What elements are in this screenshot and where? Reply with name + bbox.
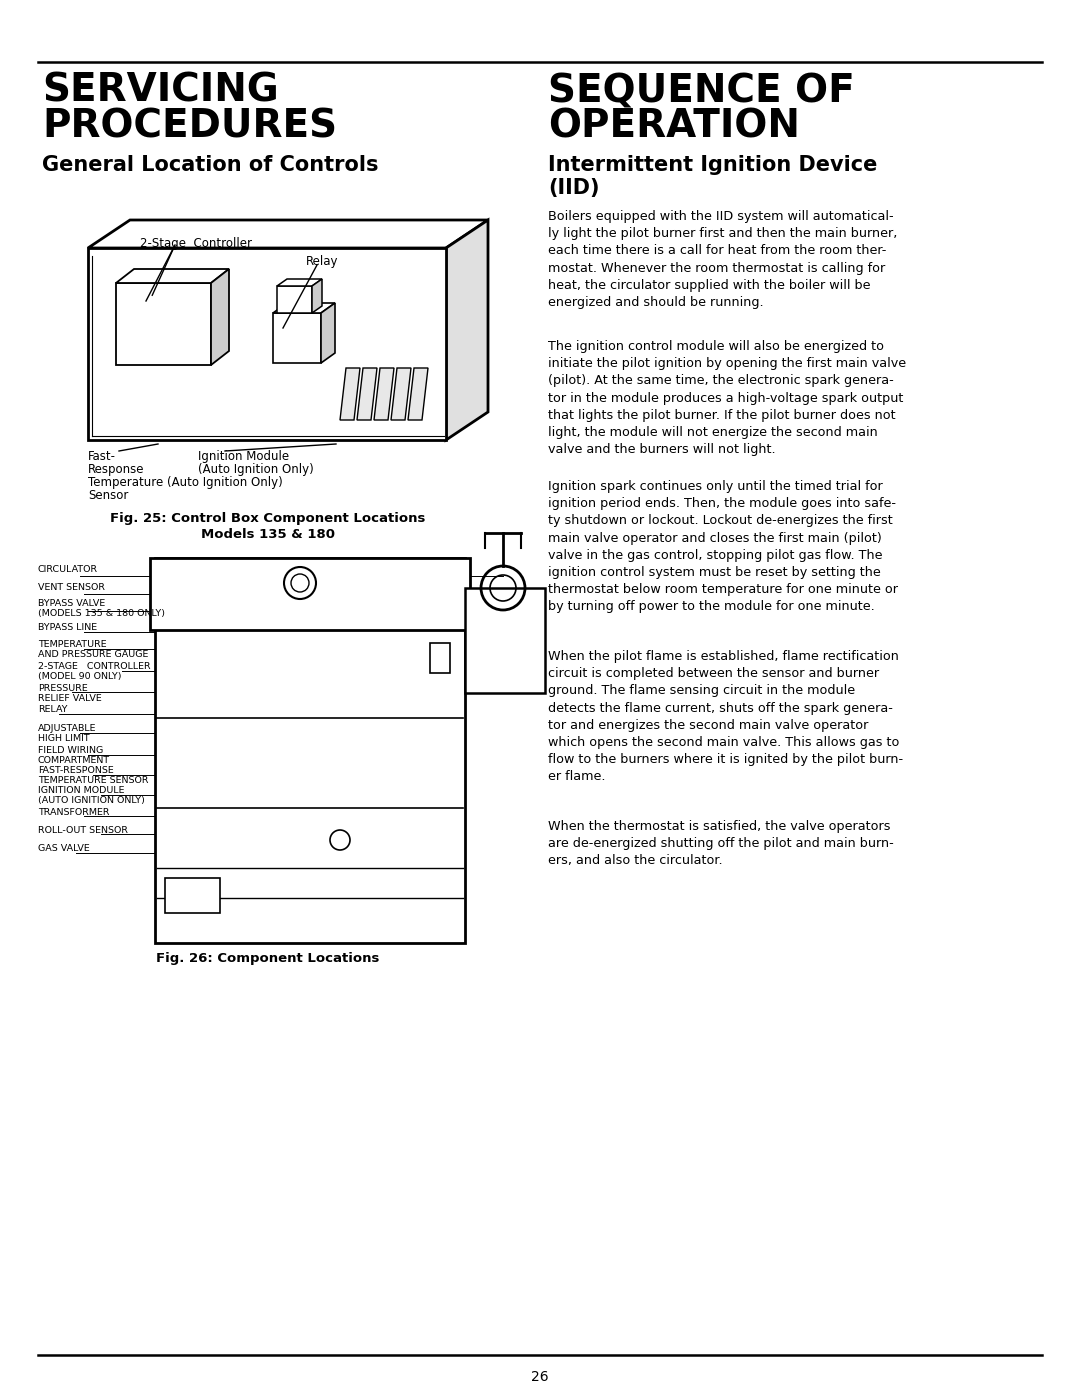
Polygon shape <box>312 279 322 313</box>
Polygon shape <box>276 279 322 286</box>
Text: (Auto Ignition Only): (Auto Ignition Only) <box>198 462 314 476</box>
Text: HIGH LIMIT: HIGH LIMIT <box>38 733 90 743</box>
Text: Relay: Relay <box>306 256 338 268</box>
Text: Ignition spark continues only until the timed trial for
ignition period ends. Th: Ignition spark continues only until the … <box>548 481 897 613</box>
Text: Fig. 26: Component Locations: Fig. 26: Component Locations <box>157 951 380 965</box>
Text: AND PRESSURE GAUGE: AND PRESSURE GAUGE <box>38 650 148 659</box>
Polygon shape <box>321 303 335 363</box>
Text: PRESSURE: PRESSURE <box>38 685 87 693</box>
Text: Ignition Module: Ignition Module <box>198 450 289 462</box>
Text: (MODELS 135 & 180 ONLY): (MODELS 135 & 180 ONLY) <box>38 609 165 617</box>
Bar <box>150 557 470 630</box>
Text: RELIEF VALVE: RELIEF VALVE <box>38 694 102 703</box>
Bar <box>465 588 545 693</box>
Polygon shape <box>273 303 335 313</box>
Text: PROCEDURES: PROCEDURES <box>42 108 337 147</box>
Bar <box>165 877 220 914</box>
Text: (IID): (IID) <box>548 177 599 198</box>
Text: (AUTO IGNITION ONLY): (AUTO IGNITION ONLY) <box>38 796 145 805</box>
Text: 2-STAGE   CONTROLLER: 2-STAGE CONTROLLER <box>38 662 150 671</box>
Bar <box>273 313 321 363</box>
Text: FAST-RESPONSE: FAST-RESPONSE <box>38 766 113 775</box>
Text: The ignition control module will also be energized to
initiate the pilot ignitio: The ignition control module will also be… <box>548 339 906 457</box>
Text: General Location of Controls: General Location of Controls <box>42 155 378 175</box>
Bar <box>276 286 312 313</box>
Text: Temperature (Auto Ignition Only): Temperature (Auto Ignition Only) <box>87 476 283 489</box>
Text: Fast-: Fast- <box>87 450 116 462</box>
Polygon shape <box>87 219 488 249</box>
Polygon shape <box>446 219 488 440</box>
Text: When the thermostat is satisfied, the valve operators
are de-energized shutting : When the thermostat is satisfied, the va… <box>548 820 894 868</box>
Text: Response: Response <box>87 462 145 476</box>
Polygon shape <box>391 367 411 420</box>
Text: ROLL-OUT SENSOR: ROLL-OUT SENSOR <box>38 826 129 835</box>
Bar <box>430 643 450 673</box>
Polygon shape <box>116 270 229 284</box>
Text: COMPARTMENT: COMPARTMENT <box>38 756 110 766</box>
Text: OPERATION: OPERATION <box>548 108 800 147</box>
Text: SERVICING: SERVICING <box>42 73 279 110</box>
Text: CIRCULATOR: CIRCULATOR <box>38 564 98 574</box>
Polygon shape <box>408 367 428 420</box>
Text: SEQUENCE OF: SEQUENCE OF <box>548 73 854 110</box>
Text: TEMPERATURE: TEMPERATURE <box>38 640 107 650</box>
Text: VENT SENSOR: VENT SENSOR <box>38 583 105 592</box>
Text: 2-Stage  Controller: 2-Stage Controller <box>140 237 252 250</box>
Text: Boilers equipped with the IID system will automatical-
ly light the pilot burner: Boilers equipped with the IID system wil… <box>548 210 897 309</box>
Text: GAS VALVE: GAS VALVE <box>38 844 90 854</box>
Text: FIELD WIRING: FIELD WIRING <box>38 746 104 754</box>
Text: Models 135 & 180: Models 135 & 180 <box>201 528 335 541</box>
Text: Fig. 25: Control Box Component Locations: Fig. 25: Control Box Component Locations <box>110 511 426 525</box>
Text: When the pilot flame is established, flame rectification
circuit is completed be: When the pilot flame is established, fla… <box>548 650 903 784</box>
Text: TEMPERATURE SENSOR: TEMPERATURE SENSOR <box>38 775 149 785</box>
Bar <box>116 284 211 365</box>
Bar <box>156 557 465 943</box>
Text: BYPASS VALVE: BYPASS VALVE <box>38 599 105 608</box>
Text: (MODEL 90 ONLY): (MODEL 90 ONLY) <box>38 672 121 680</box>
Text: Sensor: Sensor <box>87 489 129 502</box>
Text: Intermittent Ignition Device: Intermittent Ignition Device <box>548 155 877 175</box>
Polygon shape <box>374 367 394 420</box>
Text: 26: 26 <box>531 1370 549 1384</box>
Polygon shape <box>357 367 377 420</box>
Text: IGNITION MODULE: IGNITION MODULE <box>38 787 124 795</box>
Bar <box>87 249 446 440</box>
Text: TRANSFORMER: TRANSFORMER <box>38 807 109 817</box>
Polygon shape <box>340 367 360 420</box>
Text: RELAY: RELAY <box>38 705 67 714</box>
Text: BYPASS LINE: BYPASS LINE <box>38 623 97 631</box>
Text: ADJUSTABLE: ADJUSTABLE <box>38 724 96 733</box>
Polygon shape <box>211 270 229 365</box>
